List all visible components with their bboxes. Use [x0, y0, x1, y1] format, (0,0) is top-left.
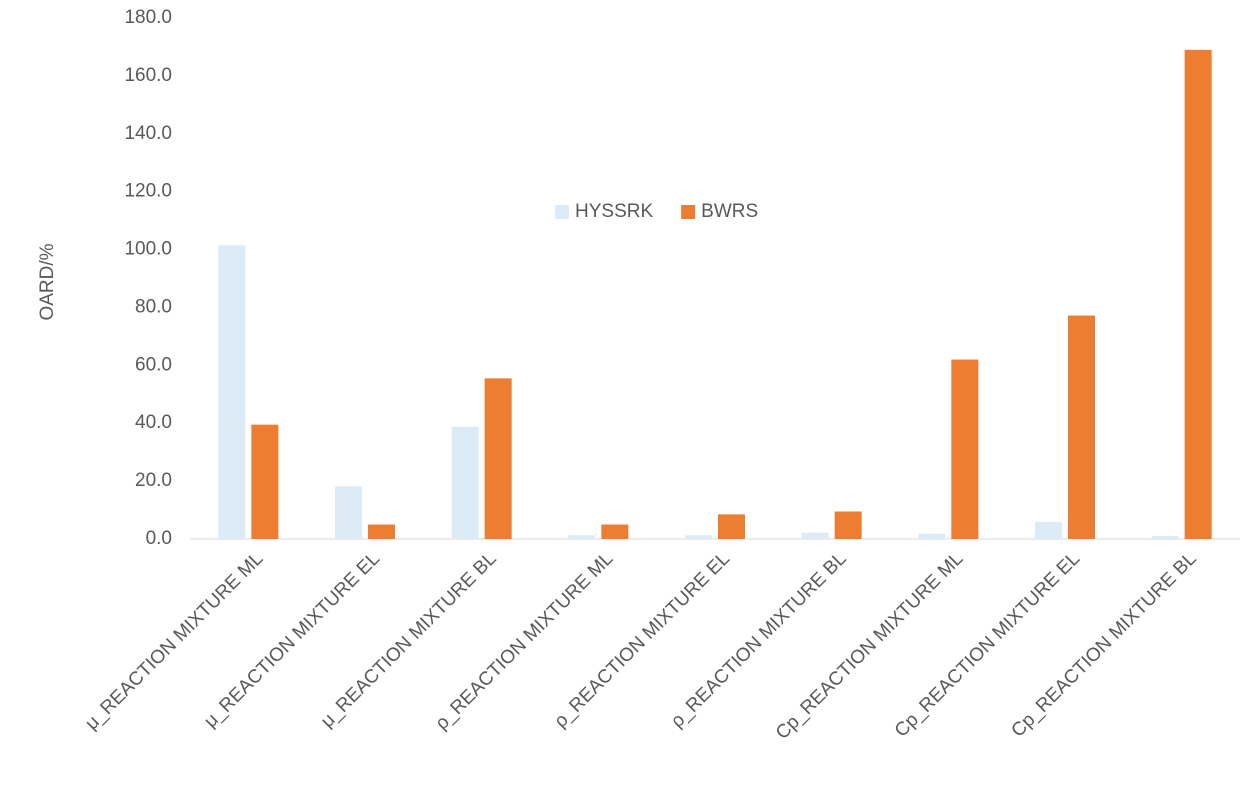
y-tick-label: 120.0	[124, 181, 172, 202]
bar	[685, 535, 712, 539]
y-tick-label: 60.0	[135, 354, 172, 375]
y-axis-title: OARD/%	[37, 243, 58, 320]
y-tick-label: 180.0	[124, 7, 172, 28]
y-tick-label: 20.0	[135, 470, 172, 491]
x-tick-label: Cp_REACTION MIXTURE BL	[1007, 548, 1200, 741]
bar	[451, 426, 479, 539]
y-tick-label: 0.0	[146, 528, 172, 549]
bar	[951, 359, 979, 539]
legend-swatch	[555, 205, 569, 219]
y-tick-label: 100.0	[124, 239, 172, 260]
legend-label: HYSSRK	[575, 201, 653, 222]
y-tick-label: 160.0	[124, 65, 172, 86]
bar	[568, 535, 596, 539]
bar	[251, 424, 279, 539]
bar	[1184, 49, 1212, 539]
bar	[834, 511, 862, 539]
bar	[601, 524, 629, 539]
y-tick-label: 40.0	[135, 412, 172, 433]
bar	[1068, 315, 1095, 539]
x-tick-label: Cp_REACTION MIXTURE ML	[772, 548, 968, 744]
bar	[1035, 521, 1062, 539]
y-tick-label: 140.0	[124, 123, 172, 144]
x-tick-label: Cp_REACTION MIXTURE EL	[891, 548, 1084, 741]
legend-label: BWRS	[701, 201, 758, 222]
bar	[801, 532, 829, 539]
y-tick-label: 80.0	[135, 296, 172, 317]
bar	[718, 514, 745, 539]
bar	[218, 245, 246, 540]
legend-swatch	[681, 205, 696, 219]
bar	[335, 486, 362, 539]
bar	[1151, 536, 1179, 539]
bar	[918, 533, 946, 539]
bar	[368, 524, 395, 539]
bar	[484, 378, 512, 539]
